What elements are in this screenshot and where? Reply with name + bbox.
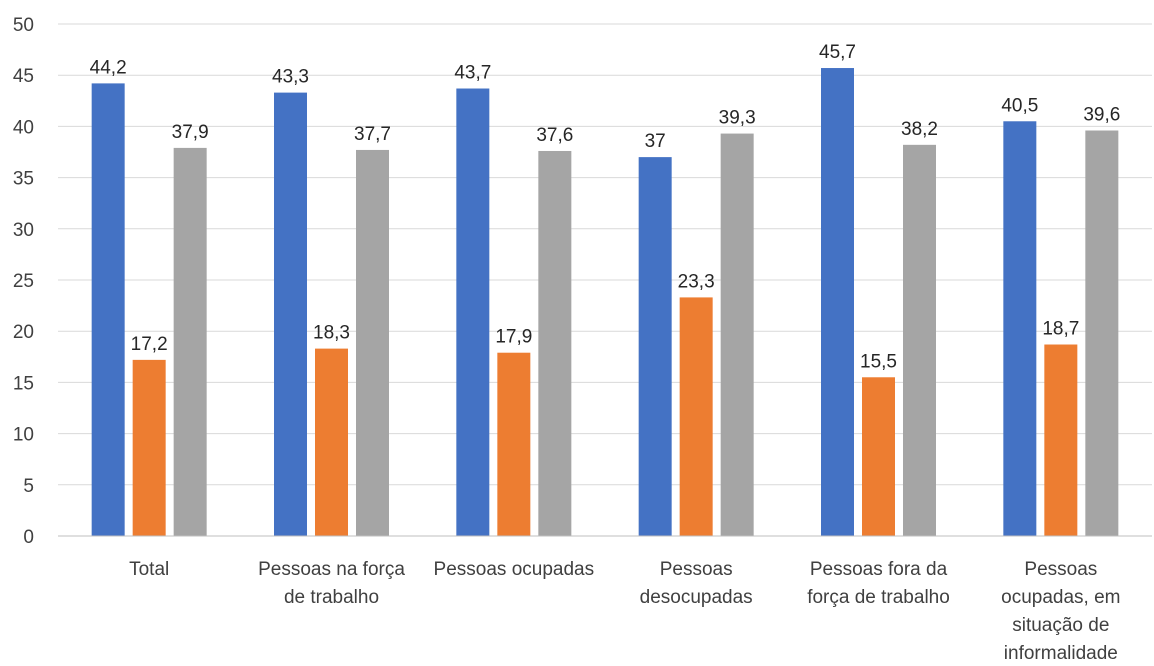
data-label: 37,9 — [172, 122, 209, 143]
data-label: 15,5 — [860, 351, 897, 372]
x-category-label-line: Pessoas ocupadas — [434, 559, 595, 580]
data-label: 37,7 — [354, 124, 391, 145]
y-tick-label: 0 — [23, 527, 34, 548]
bar-series-1-category-5 — [821, 68, 854, 537]
x-category-label-line: força de trabalho — [807, 587, 950, 608]
x-category-label-line: Pessoas — [1024, 559, 1097, 580]
data-label: 44,2 — [90, 57, 127, 78]
bar-series-3-category-2 — [356, 149, 389, 536]
bar-series-1-category-1 — [91, 83, 125, 536]
bar-series-1-category-6 — [1003, 121, 1037, 536]
bar-series-3-category-5 — [903, 144, 936, 536]
bar-series-1-category-2 — [274, 92, 307, 536]
data-label: 18,7 — [1042, 319, 1079, 340]
bar-series-2-category-3 — [497, 352, 531, 536]
data-label: 43,3 — [272, 67, 309, 88]
data-label: 38,2 — [901, 119, 938, 140]
bar-series-3-category-3 — [538, 150, 572, 536]
y-tick-label: 50 — [13, 15, 34, 36]
x-category-label: Pessoas ocupadas, em situação de informalid… — [1001, 559, 1120, 664]
bar-series-3-category-4 — [720, 133, 754, 536]
x-category-label-line: Pessoas fora da — [810, 559, 948, 580]
x-category-label: Pessoas desocupadas — [640, 559, 753, 608]
data-label: 39,6 — [1083, 104, 1120, 125]
data-label: 43,7 — [454, 63, 491, 84]
bar-series-2-category-5 — [862, 377, 895, 536]
bar-series-3-category-1 — [173, 147, 207, 537]
data-label: 40,5 — [1001, 95, 1038, 116]
y-tick-label: 5 — [23, 476, 34, 497]
x-category-label: Pessoas na força de trabalho — [258, 559, 405, 608]
bar-series-1-category-4 — [638, 157, 672, 536]
bar-series-3-category-6 — [1085, 130, 1119, 536]
bar-series-2-category-1 — [132, 359, 166, 536]
x-category-label-line: de trabalho — [284, 587, 379, 608]
y-tick-label: 30 — [13, 220, 34, 241]
y-tick-label: 15 — [13, 373, 34, 394]
x-category-label-line: ocupadas, em — [1001, 587, 1120, 608]
data-label: 17,2 — [131, 334, 168, 355]
data-label: 37 — [645, 131, 666, 152]
y-axis-tick-labels: 0 5 10 15 20 25 30 35 40 45 50 — [13, 15, 34, 548]
bars — [91, 68, 1119, 537]
bar-series-2-category-6 — [1044, 344, 1078, 536]
x-category-label-line: Pessoas — [660, 559, 733, 580]
y-tick-label: 35 — [13, 169, 34, 190]
x-category-label-line: informalidade — [1004, 643, 1118, 664]
data-labels: 44,2 17,2 37,9 43,3 18,3 37,7 43,7 17,9 37,6 37 23… — [90, 42, 1121, 372]
bar-series-2-category-2 — [315, 348, 348, 536]
data-label: 45,7 — [819, 42, 856, 63]
x-axis-category-labels: Total Pessoas na força de trabalhoPessoas … — [129, 559, 1120, 664]
y-tick-label: 25 — [13, 271, 34, 292]
data-label: 37,6 — [536, 125, 573, 146]
x-category-label-line: situação de — [1012, 615, 1109, 636]
gridlines — [58, 23, 1152, 486]
data-label: 23,3 — [678, 271, 715, 292]
x-category-label: Total — [129, 559, 169, 580]
y-tick-label: 40 — [13, 117, 34, 138]
x-category-label: Pessoas ocupadas — [434, 559, 595, 580]
data-label: 18,3 — [313, 323, 350, 344]
data-label: 17,9 — [495, 327, 532, 348]
y-tick-label: 10 — [13, 425, 34, 446]
x-category-label-line: Pessoas na força — [258, 559, 405, 580]
bar-series-1-category-3 — [456, 88, 490, 537]
x-category-label-line: Total — [129, 559, 169, 580]
x-category-label-line: desocupadas — [640, 587, 753, 608]
x-category-label: Pessoas fora da força de trabalho — [807, 559, 950, 608]
bar-series-2-category-4 — [679, 297, 713, 536]
y-tick-label: 45 — [13, 66, 34, 87]
y-tick-label: 20 — [13, 322, 34, 343]
data-label: 39,3 — [719, 108, 756, 129]
